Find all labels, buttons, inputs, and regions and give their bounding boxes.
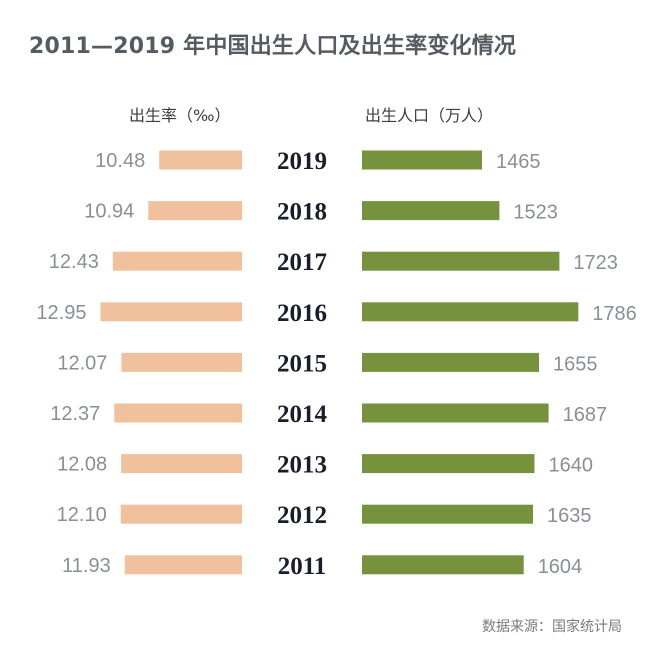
birth-rate-value: 10.48: [95, 150, 145, 172]
birth-rate-bar: [121, 352, 242, 372]
birth-population-value: 1635: [547, 505, 592, 527]
birth-population-value: 1465: [496, 151, 541, 173]
birth-rate-value: 12.37: [50, 403, 100, 425]
year-label: 2013: [277, 452, 327, 479]
birth-rate-bar: [124, 555, 242, 575]
year-label: 2017: [277, 249, 327, 276]
birth-population-bar: [362, 454, 535, 474]
birth-population-bar: [362, 403, 549, 423]
birth-population-bar: [362, 150, 482, 170]
birth-population-bar: [362, 352, 539, 372]
birth-rate-value: 12.08: [57, 454, 107, 476]
birth-population-value: 1640: [549, 455, 594, 477]
birth-rate-value: 12.43: [49, 251, 99, 273]
birth-population-value: 1723: [573, 252, 618, 274]
chart-title: 2011—2019 年中国出生人口及出生率变化情况: [29, 34, 517, 59]
year-label: 2011: [278, 553, 327, 580]
birth-population-bar: [362, 504, 533, 524]
birth-population-value: 1604: [538, 556, 583, 578]
year-label: 2019: [277, 148, 327, 175]
birth-population-value: 1687: [563, 404, 608, 426]
year-label: 2014: [277, 401, 328, 428]
birth-rate-bar: [100, 302, 243, 322]
birth-rate-value: 12.95: [36, 302, 86, 324]
year-label: 2015: [277, 350, 327, 377]
birth-rate-bar: [112, 251, 242, 271]
birth-rate-value: 12.07: [57, 352, 107, 374]
birth-rate-bar: [120, 504, 242, 524]
birth-population-header: 出生人口（万人）: [365, 106, 494, 125]
birth-population-bar: [362, 302, 579, 322]
birth-population-bar: [362, 201, 500, 221]
birth-population-value: 1786: [592, 303, 637, 325]
birth-population-value: 1523: [513, 202, 558, 224]
birth-rate-value: 12.10: [57, 504, 107, 526]
birth-population-value: 1655: [553, 353, 598, 375]
birth-population-bar: [362, 251, 560, 271]
birth-rate-header: 出生率（‰）: [129, 106, 231, 125]
year-label: 2016: [277, 300, 327, 327]
birth-rate-bar: [114, 403, 242, 423]
birth-rate-bar: [148, 201, 242, 221]
data-source-note: 数据来源：国家统计局: [482, 619, 622, 635]
birth-rate-value: 10.94: [84, 201, 134, 223]
birth-rate-value: 11.93: [62, 555, 111, 577]
birth-population-bar: [362, 555, 524, 575]
birth-rate-bar: [159, 150, 242, 170]
birth-rate-bar: [121, 454, 242, 474]
year-label: 2012: [277, 502, 327, 529]
year-label: 2018: [277, 199, 327, 226]
